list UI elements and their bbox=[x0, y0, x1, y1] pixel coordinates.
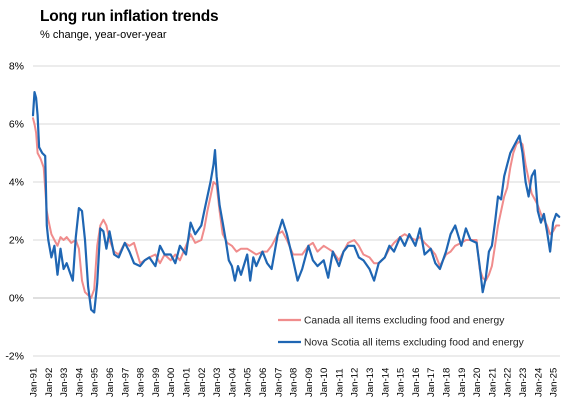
x-tick-label: Jan-25 bbox=[549, 368, 560, 397]
x-tick-label: Jan-92 bbox=[44, 368, 55, 397]
y-tick-label: 6% bbox=[9, 119, 24, 131]
x-tick-label: Jan-96 bbox=[105, 368, 116, 397]
x-tick-label: Jan-01 bbox=[181, 368, 192, 397]
legend: Canada all items excluding food and ener… bbox=[278, 316, 525, 349]
series-layer bbox=[31, 91, 561, 314]
x-tick-label: Jan-97 bbox=[120, 368, 131, 397]
x-axis: Jan-91 Jan-92 Jan-93 Jan-94 Jan-95 Jan-96 Jan-… bbox=[29, 297, 560, 397]
x-tick-label: Jan-10 bbox=[319, 368, 330, 397]
x-tick-label: Jan-91 bbox=[29, 368, 40, 397]
x-tick-label: Jan-14 bbox=[380, 367, 391, 397]
x-tick-label: Jan-93 bbox=[59, 368, 70, 397]
y-tick-label: -2% bbox=[5, 351, 24, 363]
x-tick-label: Jan-22 bbox=[503, 368, 514, 397]
x-tick-label: Jan-17 bbox=[426, 368, 437, 397]
x-tick-label: Jan-94 bbox=[74, 367, 85, 397]
x-tick-label: Jan-95 bbox=[90, 368, 101, 397]
x-tick-label: Jan-09 bbox=[304, 368, 315, 397]
y-tick-label: 0% bbox=[9, 293, 24, 305]
gridlines bbox=[33, 65, 560, 357]
series-line-canada bbox=[32, 117, 561, 299]
chart-title: Long run inflation trends bbox=[40, 8, 219, 25]
x-tick-label: Jan-11 bbox=[334, 368, 345, 397]
x-tick-label: Jan-04 bbox=[227, 367, 238, 397]
x-tick-label: Jan-05 bbox=[243, 368, 254, 397]
x-tick-label: Jan-24 bbox=[533, 367, 544, 397]
x-tick-label: Jan-13 bbox=[365, 368, 376, 397]
chart-subtitle: % change, year-over-year bbox=[40, 29, 167, 41]
x-tick-label: Jan-06 bbox=[258, 368, 269, 397]
x-tick-label: Jan-19 bbox=[457, 368, 468, 397]
x-tick-label: Jan-12 bbox=[350, 368, 361, 397]
x-tick-label: Jan-99 bbox=[151, 368, 162, 397]
y-tick-label: 8% bbox=[9, 61, 24, 73]
y-tick-label: 2% bbox=[9, 235, 24, 247]
x-tick-label: Jan-18 bbox=[442, 368, 453, 397]
x-tick-label: Jan-98 bbox=[136, 368, 147, 397]
x-tick-label: Jan-21 bbox=[487, 368, 498, 397]
series-line-nova-scotia bbox=[31, 91, 561, 314]
x-tick-label: Jan-03 bbox=[212, 368, 223, 397]
x-tick-label: Jan-00 bbox=[166, 368, 177, 397]
x-tick-label: Jan-15 bbox=[396, 368, 407, 397]
legend-label: Canada all items excluding food and ener… bbox=[304, 316, 505, 327]
x-tick-label: Jan-16 bbox=[411, 368, 422, 397]
x-tick-label: Jan-20 bbox=[472, 368, 483, 397]
x-tick-label: Jan-07 bbox=[273, 368, 284, 397]
legend-label: Nova Scotia all items excluding food and… bbox=[304, 338, 525, 349]
y-tick-label: 4% bbox=[9, 177, 24, 189]
x-tick-label: Jan-23 bbox=[518, 368, 529, 397]
y-axis: -2% 0% 2% 4% 6% 8% bbox=[5, 61, 24, 363]
x-tick-label: Jan-08 bbox=[289, 368, 300, 397]
x-tick-label: Jan-02 bbox=[197, 368, 208, 397]
